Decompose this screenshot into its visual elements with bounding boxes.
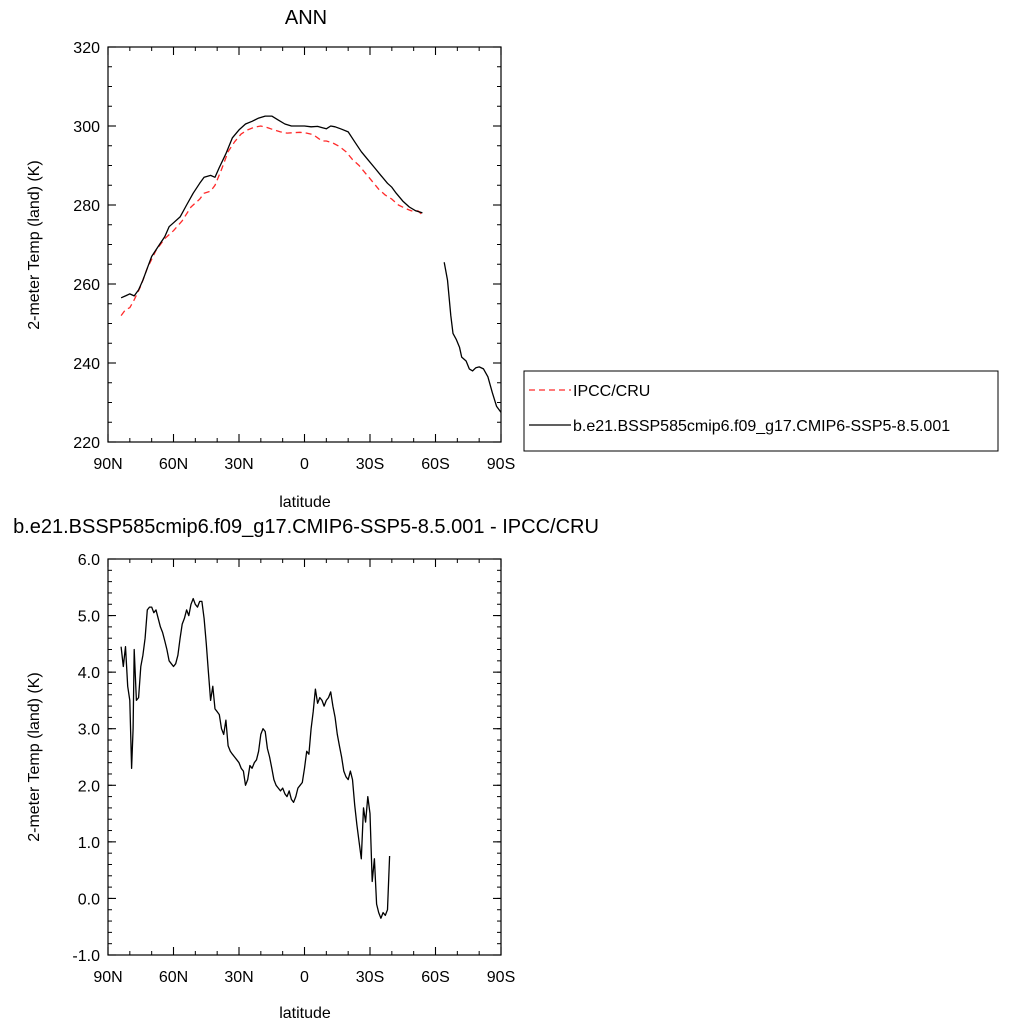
top-chart-x-tick-label: 60S [421,456,449,473]
bottom-chart-x-tick-label: 30N [224,969,253,986]
top-chart-series-line-model [120,115,423,299]
bottom-chart-y-tick-label: 4.0 [78,665,100,682]
bottom-chart-x-tick-label: 30S [356,969,384,986]
bottom-chart-x-tick-label: 90N [93,969,122,986]
legend-box [523,370,999,452]
bottom-chart-y-tick-label: 2.0 [78,778,100,795]
bottom-chart-y-tick-label: 3.0 [78,722,100,739]
legend-label-model: b.e21.BSSP585cmip6.f09_g17.CMIP6-SSP5-8.… [573,418,950,435]
top-chart-y-tick-label: 280 [73,198,100,215]
bottom-chart-y-tick-label: 0.0 [78,891,100,908]
top-chart-x-tick-label: 90N [93,456,122,473]
bottom-chart-x-tick-label: 0 [300,969,309,986]
bottom-chart-x-tick-label: 60S [421,969,449,986]
bottom-chart-ticks: 90N 60N 30N 0 30S 60S 90S -1.0 0.0 1.0 2.0 3.0 4.0 5.… [72,552,515,986]
bottom-chart-x-tick-label: 90S [487,969,515,986]
top-chart-series-line-model [443,262,502,413]
bottom-chart-title: b.e21.BSSP585cmip6.f09_g17.CMIP6-SSP5-8.… [13,516,599,538]
bottom-chart-y-axis-label: 2-meter Temp (land) (K) [26,672,43,842]
bottom-chart-y-tick-label: 1.0 [78,835,100,852]
legend-label-ipcc: IPCC/CRU [573,383,650,400]
bottom-chart-y-tick-label: 5.0 [78,609,100,626]
top-chart-x-tick-label: 30N [224,456,253,473]
top-chart-x-tick-label: 90S [487,456,515,473]
top-chart-y-tick-label: 260 [73,277,100,294]
bottom-chart-x-tick-label: 60N [159,969,188,986]
bottom-chart-y-tick-label: -1.0 [72,948,100,965]
legend: IPCC/CRU b.e21.BSSP585cmip6.f09_g17.CMIP… [523,370,999,452]
top-chart-y-tick-label: 240 [73,356,100,373]
top-chart-y-axis-label: 2-meter Temp (land) (K) [26,160,43,330]
top-chart-x-axis-label: latitude [279,494,331,511]
top-chart-x-tick-label: 60N [159,456,188,473]
bottom-chart-series-layer [120,597,391,919]
top-chart-x-tick-label: 0 [300,456,309,473]
bottom-chart-x-axis-label: latitude [279,1005,331,1022]
top-chart-ticks: 90N 60N 30N 0 30S 60S 90S 220 240 260 280 300 320 [73,40,515,473]
top-chart-y-tick-label: 320 [73,40,100,57]
top-chart-y-tick-label: 300 [73,119,100,136]
bottom-chart-plot-frame [107,558,502,956]
top-chart-x-tick-label: 30S [356,456,384,473]
top-chart-plot-frame [107,46,502,443]
top-chart-y-tick-label: 220 [73,435,100,452]
bottom-chart-series-line-difference [120,597,391,919]
top-chart-series-layer [120,115,502,413]
bottom-chart-y-tick-label: 6.0 [78,552,100,569]
top-chart-title: ANN [285,7,327,29]
bottom-chart: b.e21.BSSP585cmip6.f09_g17.CMIP6-SSP5-8.… [13,516,599,1022]
top-chart: ANN 90N 60N 30N 0 30S 60S 90S 220 240 260 280 300 32… [26,7,515,511]
top-chart-series-line-ipcc-cru [120,125,423,316]
